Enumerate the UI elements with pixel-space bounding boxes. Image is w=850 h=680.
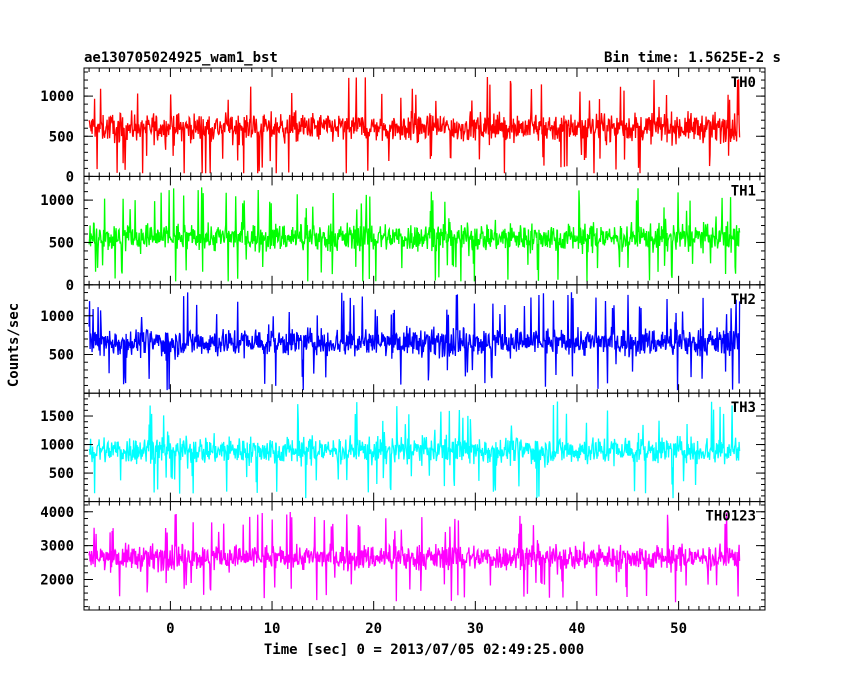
y-tick-label: 3000: [40, 539, 74, 555]
series-line-th3: [88, 401, 741, 499]
x-tick-label: 10: [264, 621, 281, 637]
y-tick-label: 1500: [40, 409, 74, 425]
series-line-th2: [88, 292, 741, 391]
series-line-th1: [88, 187, 741, 282]
y-tick-label: 1000: [40, 89, 74, 105]
y-tick-label: 0: [66, 169, 74, 185]
y-tick-label: 4000: [40, 505, 74, 521]
x-tick-label: 50: [670, 621, 687, 637]
x-axis-label: Time [sec] 0 = 2013/07/05 02:49:25.000: [264, 642, 584, 658]
x-tick-label: 0: [166, 621, 174, 637]
y-tick-label: 500: [49, 235, 74, 251]
panel-label: TH0123: [705, 509, 756, 525]
panel-th0: 0 500 1000 TH0: [40, 67, 766, 185]
y-tick-label: 500: [49, 347, 74, 363]
series-line-th0123: [88, 512, 741, 603]
y-tick-label: 500: [49, 129, 74, 145]
y-tick-label: 500: [49, 466, 74, 482]
y-tick-label: 0: [66, 278, 74, 294]
x-axis: 0 10 20 30 40 50: [166, 621, 687, 637]
x-tick-label: 30: [467, 621, 484, 637]
panel-th0123: 2000 3000 4000 TH0123: [40, 501, 766, 611]
x-tick-label: 40: [569, 621, 586, 637]
y-tick-label: 2000: [40, 573, 74, 589]
panel-label: TH3: [731, 400, 756, 416]
panel-label: TH0: [731, 75, 756, 91]
series-line-th0: [88, 77, 741, 174]
x-tick-label: 20: [365, 621, 382, 637]
panel-th3: 500 1000 1500 TH3: [40, 392, 766, 503]
y-tick-label: 1000: [40, 438, 74, 454]
panel-label: TH2: [731, 292, 756, 308]
chart-title-left: ae130705024925_wam1_bst: [84, 50, 278, 66]
y-tick-label: 1000: [40, 193, 74, 209]
panel-th1: 0 500 1000 TH1: [40, 175, 766, 294]
chart-title-right: Bin time: 1.5625E-2 s: [604, 50, 781, 66]
panel-th2: 500 1000 TH2: [40, 284, 766, 394]
y-tick-label: 1000: [40, 309, 74, 325]
y-axis-label: Counts/sec: [6, 303, 22, 387]
panels-group: 0 500 1000 TH0 0 500 1000 TH1 500 1000 TH2 500 1000 1…: [40, 67, 766, 611]
panel-label: TH1: [731, 183, 756, 199]
